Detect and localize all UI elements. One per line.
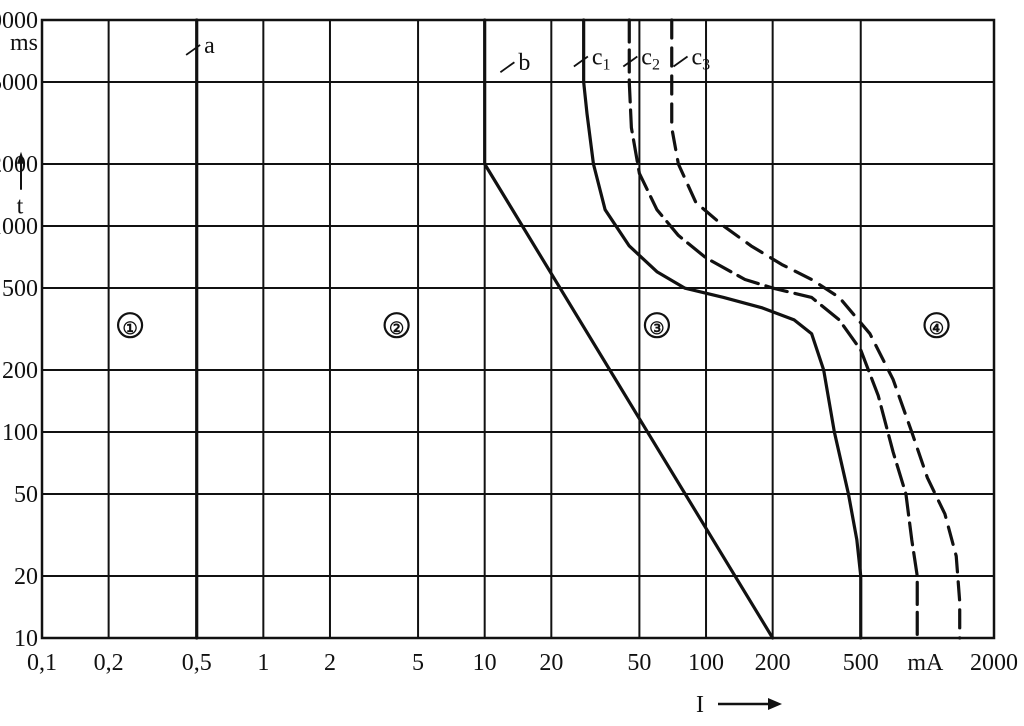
zone-label: ④ xyxy=(929,319,944,338)
tick-labels: 0,1 0,2 0,5 1 2 5 10 20 50 100 200 500 2000 mA 10000 50… xyxy=(0,8,1018,676)
series-layer xyxy=(195,18,962,640)
curve-label-leader xyxy=(185,44,201,56)
x-tick-label: 2000 xyxy=(970,650,1018,676)
curve-label-text: a xyxy=(204,33,215,59)
x-tick-label: 20 xyxy=(539,650,563,676)
zone-marker: ② xyxy=(383,312,410,339)
x-tick-label: 500 xyxy=(843,650,879,676)
curve-label-subscript: 2 xyxy=(652,57,660,74)
curve-label-c1: c1 xyxy=(573,45,611,74)
curve-label-leader xyxy=(573,55,589,68)
x-tick-label: 5 xyxy=(412,650,424,676)
curve-label-text: b xyxy=(518,50,530,76)
y-tick-label: 20 xyxy=(14,564,38,590)
curve-label-b: b xyxy=(499,50,530,76)
zone-marker: ① xyxy=(116,312,144,339)
x-tick-label: 50 xyxy=(627,650,651,676)
y-tick-label: 200 xyxy=(2,358,38,384)
zone-marker: ④ xyxy=(923,312,950,339)
y-tick-label: 10000 xyxy=(0,8,38,34)
y-tick-label: 2000 xyxy=(0,152,38,178)
curve-label-leader xyxy=(622,55,638,68)
curve-label-leader xyxy=(673,55,689,68)
annotations: t Ia b c1 c2 c3 ① ② ③ ④ xyxy=(17,33,950,718)
y-tick-label: 50 xyxy=(14,482,38,508)
x-tick-label: 0,1 xyxy=(27,650,57,676)
zone-label: ③ xyxy=(649,319,664,338)
curve-label-c3: c3 xyxy=(673,45,711,74)
y-tick-label: 500 xyxy=(2,276,38,302)
zone-circle xyxy=(643,312,671,339)
zone-circle xyxy=(383,312,410,339)
x-unit-label: mA xyxy=(907,650,944,676)
y-tick-label: 1000 xyxy=(0,214,38,240)
curve-label-text: c1 xyxy=(592,45,611,74)
x-axis-label: I xyxy=(696,692,704,718)
series-line-c3 xyxy=(670,18,962,640)
curve-label-subscript: 3 xyxy=(702,57,710,74)
series-line-b xyxy=(483,18,775,640)
x-tick-label: 100 xyxy=(688,650,724,676)
y-tick-label: 5000 xyxy=(0,70,38,96)
zone-circle xyxy=(116,312,144,339)
zone-label: ② xyxy=(389,319,404,338)
series-line-c1 xyxy=(582,18,863,640)
y-axis-arrow-head xyxy=(17,151,25,164)
y-tick-label: 100 xyxy=(2,420,38,446)
curve-label-text: c2 xyxy=(641,45,660,74)
curve-label-a: a xyxy=(185,33,215,59)
x-axis-arrow-head xyxy=(768,698,782,710)
y-tick-label: 10 xyxy=(14,626,38,652)
x-tick-label: 0,5 xyxy=(182,650,212,676)
x-tick-label: 2 xyxy=(324,650,336,676)
curve-label-subscript: 1 xyxy=(603,57,611,74)
zone-label: ① xyxy=(122,319,137,338)
plot-frame xyxy=(40,18,996,640)
x-tick-label: 0,2 xyxy=(94,650,124,676)
curve-label-leader xyxy=(499,61,515,73)
zone-circle xyxy=(923,312,950,339)
series-line-c2 xyxy=(627,18,919,640)
grid xyxy=(41,19,995,639)
y-axis-label: t xyxy=(17,194,24,220)
zone-marker: ③ xyxy=(643,312,671,339)
x-tick-label: 200 xyxy=(755,650,791,676)
x-tick-label: 1 xyxy=(257,650,269,676)
curve-label-text: c3 xyxy=(692,45,711,74)
y-unit-label: ms xyxy=(10,30,38,56)
x-tick-label: 10 xyxy=(473,650,497,676)
plot-border xyxy=(40,18,996,640)
